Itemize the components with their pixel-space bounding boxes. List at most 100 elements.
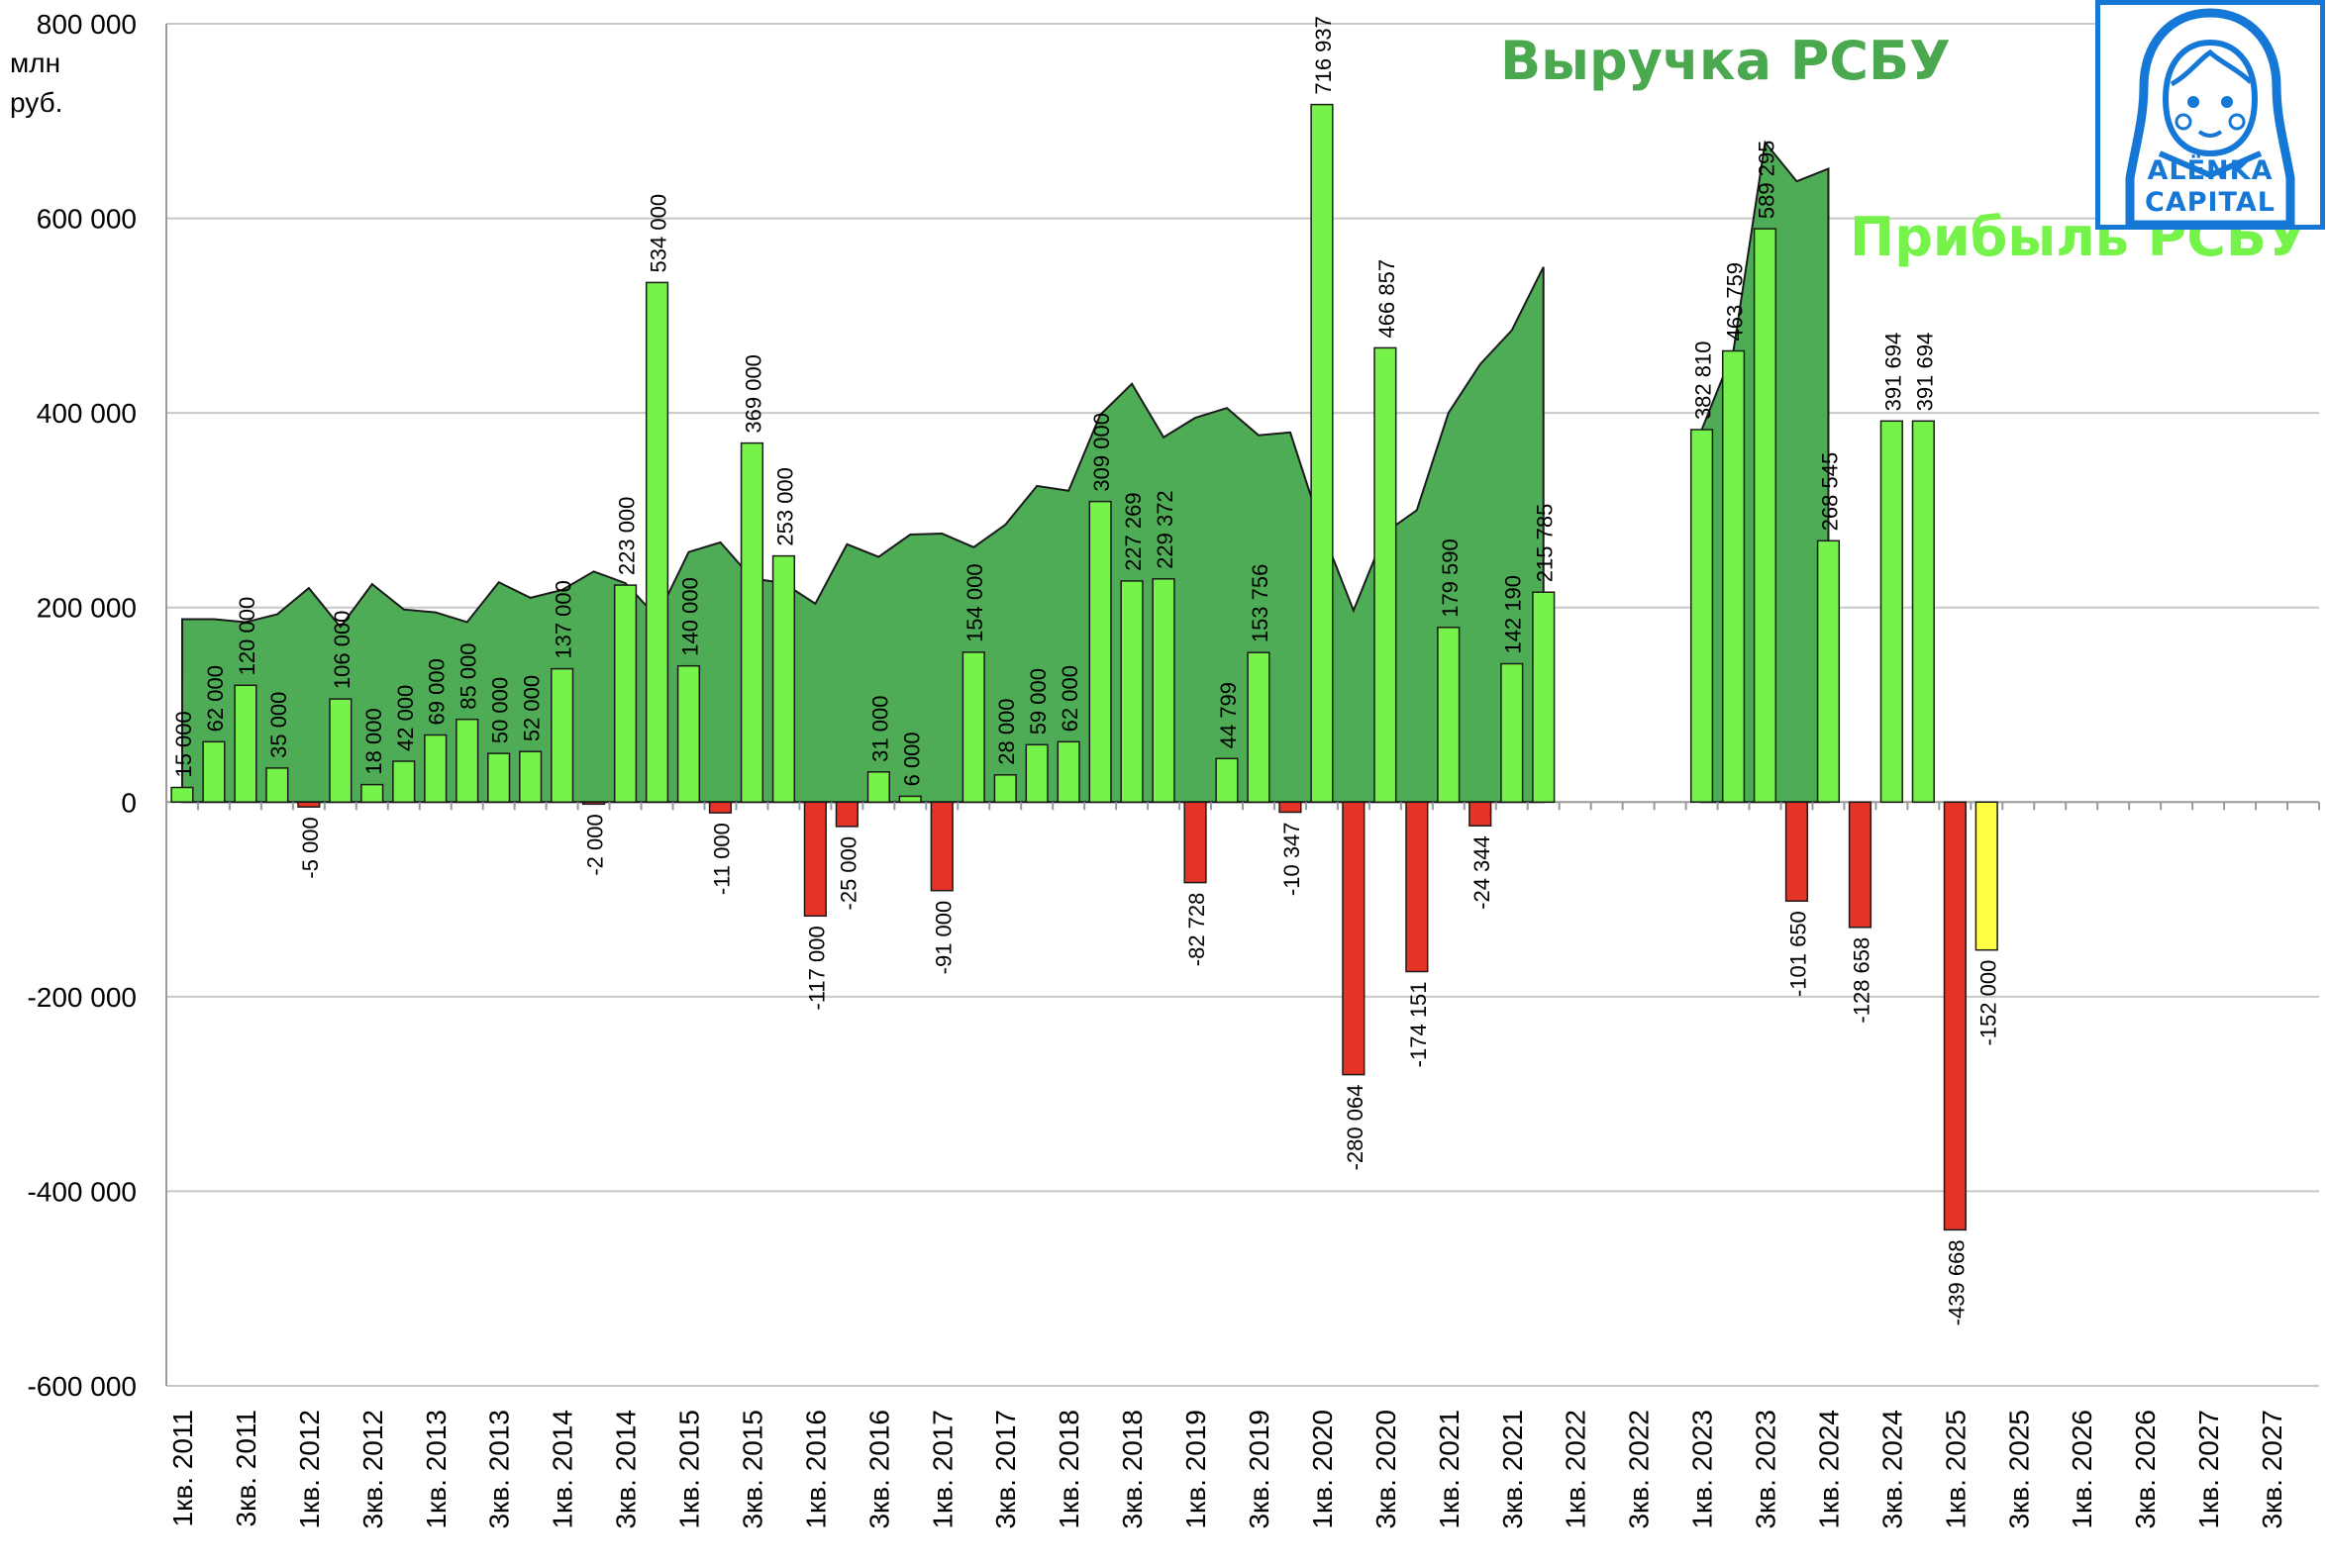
data-label: 42 000 <box>393 685 418 751</box>
x-tick-label: 1кв. 2026 <box>2067 1410 2097 1529</box>
y-tick-label: 600 000 <box>37 204 137 235</box>
x-tick-label: 3кв. 2018 <box>1117 1410 1148 1529</box>
x-tick-label: 1кв. 2017 <box>927 1410 958 1529</box>
x-tick-label: 3кв. 2021 <box>1497 1410 1528 1529</box>
x-tick-label: 1кв. 2022 <box>1561 1410 1591 1529</box>
profit-bar <box>803 801 827 918</box>
x-tick-label: 1кв. 2027 <box>2193 1410 2224 1529</box>
data-label: 466 857 <box>1374 259 1399 339</box>
profit-bar <box>519 750 543 804</box>
data-label: 382 810 <box>1691 342 1716 421</box>
profit-bar <box>993 774 1017 804</box>
profit-bar <box>740 441 764 804</box>
x-tick-label: 3кв. 2014 <box>611 1410 642 1529</box>
profit-bar <box>360 783 384 804</box>
x-tick-label: 1кв. 2014 <box>548 1410 578 1529</box>
data-labels: 15 000 62 000 120 000 35 000 -5 000 106 000 18… <box>171 16 2000 1325</box>
data-label: 589 295 <box>1755 141 1779 220</box>
data-label: 120 000 <box>235 597 259 676</box>
x-tick-label: 1кв. 2023 <box>1687 1410 1718 1529</box>
x-tick-label: 3кв. 2016 <box>863 1410 894 1529</box>
x-tick-label: 3кв. 2022 <box>1624 1410 1655 1529</box>
profit-bar <box>1342 801 1366 1076</box>
data-label: 716 937 <box>1311 16 1336 95</box>
x-tick-label: 3кв. 2019 <box>1244 1410 1274 1529</box>
data-label: -152 000 <box>1975 960 2000 1046</box>
profit-bar <box>708 801 733 814</box>
profit-bar <box>1025 743 1049 804</box>
profit-bar <box>1278 801 1302 814</box>
data-label: -5 000 <box>298 817 323 878</box>
profit-bar <box>265 767 289 804</box>
data-label: 35 000 <box>266 692 291 758</box>
logo-line1: ALЁNKA <box>2147 155 2274 186</box>
profit-bar <box>1468 801 1492 827</box>
profit-bar <box>455 718 479 803</box>
x-tick-label: 3кв. 2017 <box>990 1410 1021 1529</box>
unit-label-line1: млн <box>10 48 61 78</box>
profit-bar <box>930 801 954 892</box>
x-tick-label: 3кв. 2024 <box>1876 1410 1907 1529</box>
x-tick-label: 1кв. 2025 <box>1940 1410 1971 1529</box>
profit-bar <box>551 667 574 804</box>
data-label: 369 000 <box>741 354 765 434</box>
data-label: 154 000 <box>962 563 987 642</box>
y-tick-label: 400 000 <box>37 398 137 429</box>
data-label: -10 347 <box>1279 822 1304 896</box>
data-label: 137 000 <box>552 580 576 659</box>
revenue-area-path <box>180 266 1545 804</box>
profit-bar <box>1310 103 1334 803</box>
y-tick-label: -400 000 <box>27 1176 137 1207</box>
profit-bar <box>1373 346 1397 804</box>
data-label: 391 694 <box>1912 333 1937 412</box>
profit-bar <box>1057 740 1080 803</box>
profit-bar <box>771 554 796 804</box>
data-label: -439 668 <box>1944 1239 1969 1325</box>
data-label: -24 344 <box>1469 835 1494 910</box>
profit-bar <box>1183 801 1207 884</box>
profit-bar <box>424 734 448 804</box>
x-tick-label: 3кв. 2011 <box>231 1410 261 1526</box>
profit-bars <box>170 103 1998 1231</box>
x-tick-label: 3кв. 2013 <box>484 1410 515 1529</box>
x-tick-label: 1кв. 2024 <box>1813 1410 1844 1529</box>
x-tick-label: 3кв. 2026 <box>2130 1410 2161 1529</box>
logo-line2: CAPITAL <box>2145 187 2276 218</box>
data-label: -82 728 <box>1184 893 1209 967</box>
y-tick-label: -600 000 <box>27 1371 137 1402</box>
data-label: 223 000 <box>615 497 640 576</box>
data-label: -174 151 <box>1406 981 1431 1067</box>
data-label: 50 000 <box>488 677 513 743</box>
data-label: 28 000 <box>994 698 1019 764</box>
profit-bar <box>676 664 701 804</box>
alenka-capital-logo: ALЁNKA CAPITAL <box>2095 0 2325 230</box>
profit-bar <box>1784 801 1809 902</box>
profit-bar <box>1721 349 1746 804</box>
data-label: 85 000 <box>456 642 481 709</box>
profit-bar <box>581 801 606 806</box>
x-tick-label: 1кв. 2012 <box>294 1410 325 1529</box>
profit-bar <box>1911 420 1935 804</box>
data-label: 153 756 <box>1248 564 1272 643</box>
data-label: 227 269 <box>1121 492 1146 571</box>
x-tick-label: 1кв. 2020 <box>1307 1410 1338 1529</box>
profit-bar <box>1500 662 1524 804</box>
profit-bar <box>1088 500 1112 804</box>
matryoshka-icon <box>2125 8 2295 225</box>
profit-bar <box>1974 801 1998 951</box>
data-label: -91 000 <box>931 901 956 975</box>
profit-bar <box>1152 578 1175 803</box>
data-label: -117 000 <box>804 926 829 1010</box>
data-label: -101 650 <box>1785 911 1810 997</box>
data-label: 18 000 <box>361 708 386 774</box>
data-label: -128 658 <box>1849 937 1873 1024</box>
axes <box>165 24 2320 1386</box>
profit-bar <box>866 771 890 804</box>
x-tick-label: 1кв. 2019 <box>1180 1410 1211 1529</box>
profit-bar <box>1816 539 1841 803</box>
profit-bar <box>961 651 985 804</box>
data-label: 215 785 <box>1533 504 1558 583</box>
x-tick-label: 3кв. 2015 <box>737 1410 767 1529</box>
profit-bar <box>487 752 511 803</box>
